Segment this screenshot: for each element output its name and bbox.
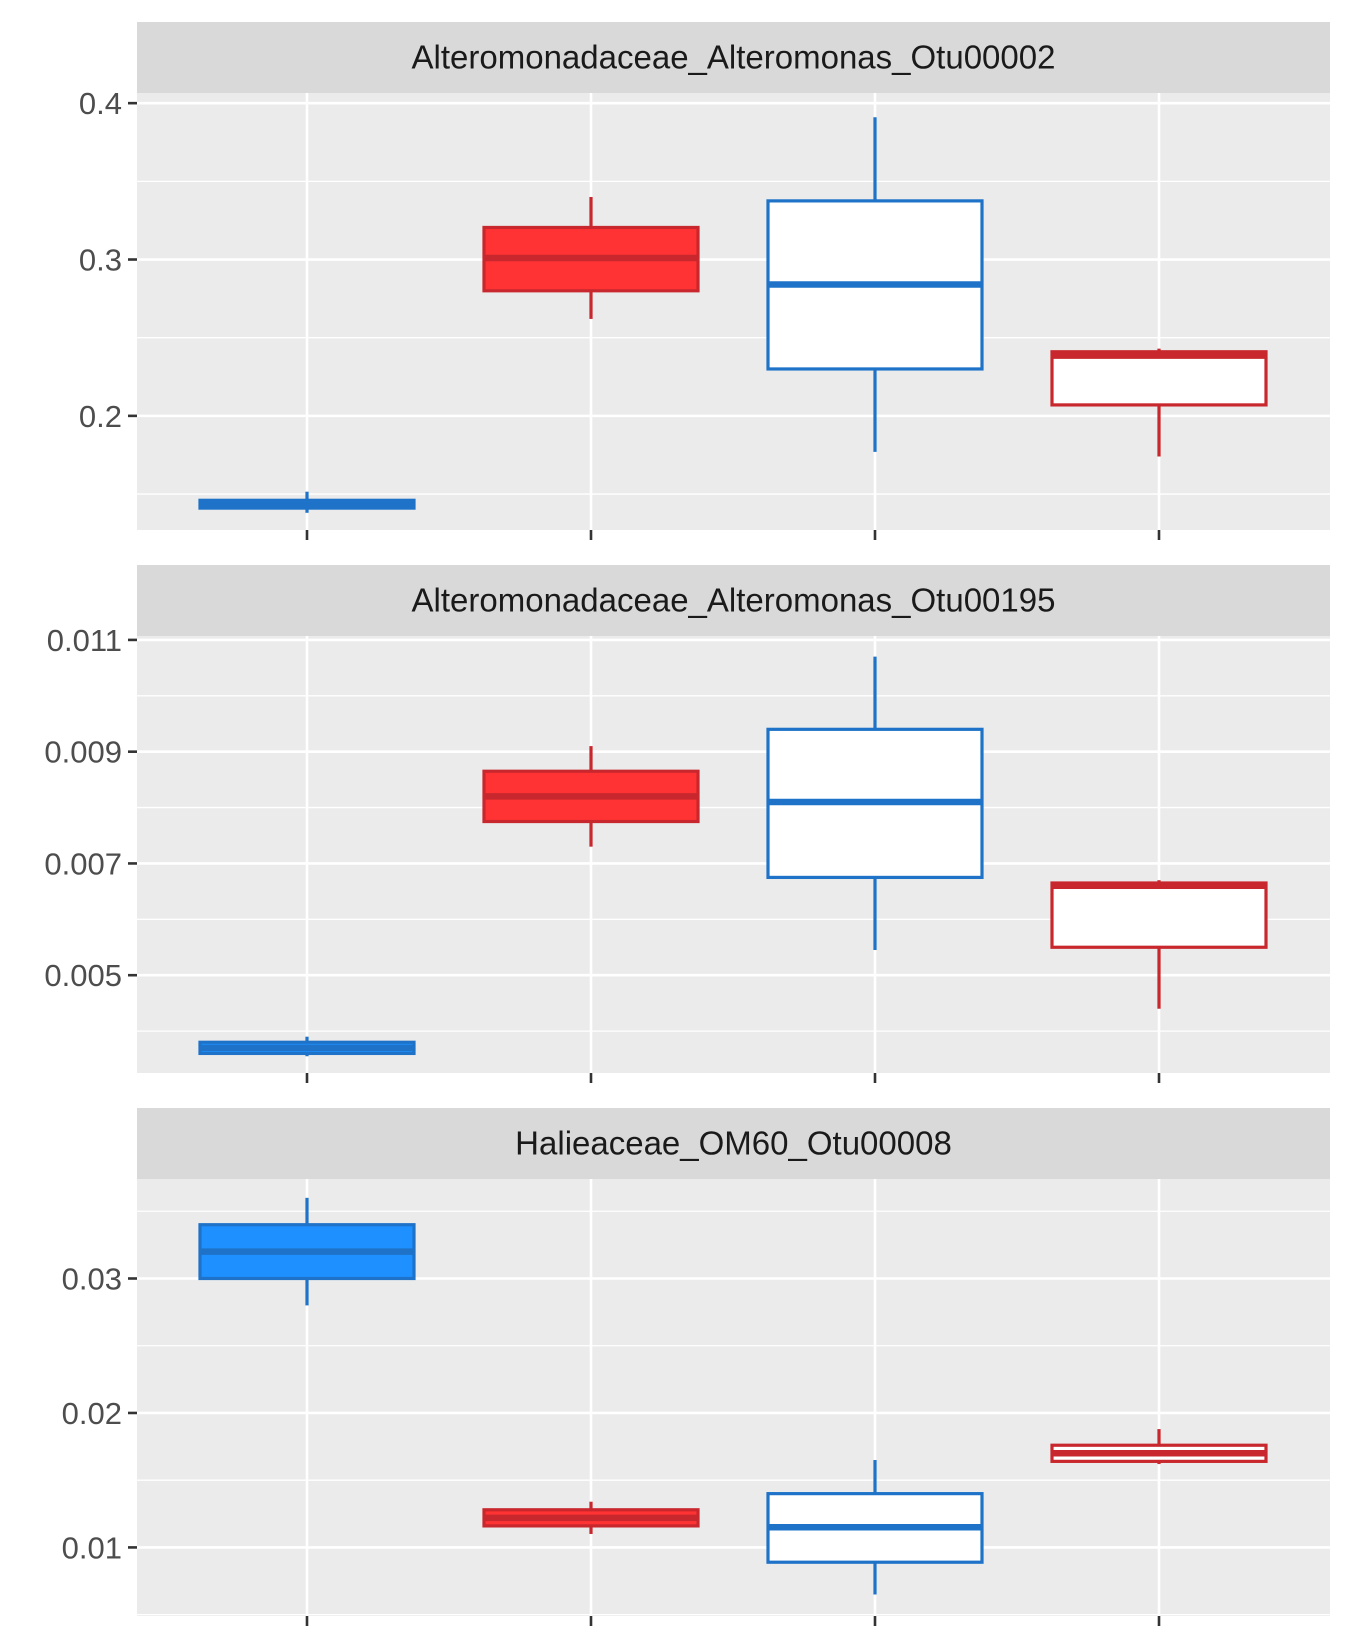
facet-panel-2: Alteromonadaceae_Alteromonas_Otu00195 0.0… [44, 565, 1330, 1083]
facet-strip [137, 22, 1330, 93]
y-tick-label: 0.005 [44, 958, 122, 993]
boxplot-3 [766, 117, 984, 452]
y-tick-label: 0.007 [44, 846, 122, 881]
boxplot-4 [1050, 348, 1268, 457]
box-iqr [1050, 350, 1268, 407]
facet-panel-3: Halieaceae_OM60_Otu00008 0.01 0.02 0.03 [62, 1108, 1330, 1626]
boxplot-1 [198, 491, 416, 513]
boxplot-1 [198, 1036, 416, 1057]
facet-strip [137, 1108, 1330, 1179]
plot-panel [137, 93, 1330, 530]
y-tick-label: 0.02 [62, 1396, 122, 1431]
facet-title: Alteromonadaceae_Alteromonas_Otu00195 [412, 582, 1056, 619]
boxplot-4 [1050, 880, 1268, 1009]
y-tick-label: 0.2 [79, 399, 122, 434]
boxplot-3 [766, 656, 984, 951]
boxplot-3 [766, 1460, 984, 1595]
y-tick-label: 0.3 [79, 243, 122, 278]
boxplot-2 [482, 746, 700, 847]
plot-panel [137, 636, 1330, 1073]
y-tick-label: 0.01 [62, 1530, 122, 1565]
y-tick-label: 0.4 [79, 86, 122, 121]
facet-panel-1: Alteromonadaceae_Alteromonas_Otu00002 0.2… [79, 22, 1330, 540]
facet-title: Halieaceae_OM60_Otu00008 [515, 1125, 952, 1162]
facet-title: Alteromonadaceae_Alteromonas_Otu00002 [412, 39, 1056, 76]
y-tick-label: 0.03 [62, 1262, 122, 1297]
y-tick-label: 0.009 [44, 735, 122, 770]
y-tick-label: 0.011 [47, 623, 122, 658]
boxplot-2 [482, 196, 700, 319]
boxplot-1 [198, 1197, 416, 1306]
box-iqr [1050, 881, 1268, 949]
boxplot-2 [482, 1501, 700, 1534]
facet-strip [137, 565, 1330, 636]
boxplot-4 [1050, 1429, 1268, 1465]
